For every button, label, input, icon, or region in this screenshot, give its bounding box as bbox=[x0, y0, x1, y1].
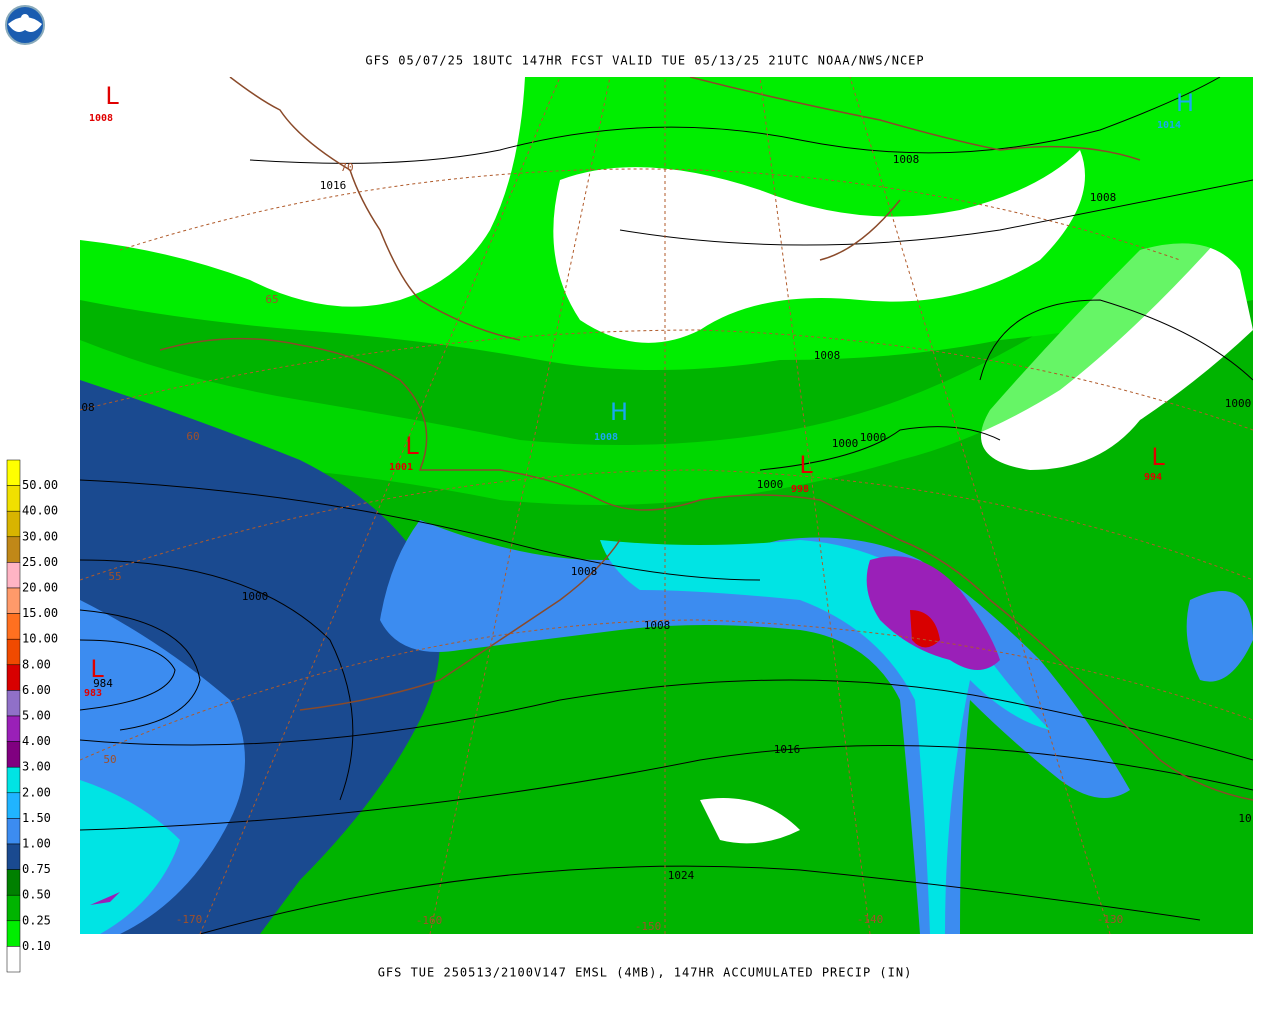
isobar-label: 1008 bbox=[893, 153, 920, 166]
isobar-label: 1008 bbox=[1090, 191, 1117, 204]
legend-label: 50.00 bbox=[22, 478, 58, 492]
graticule-label: -170 bbox=[176, 913, 203, 926]
legend-label: 25.00 bbox=[22, 555, 58, 569]
pressure-symbol: H bbox=[610, 398, 628, 426]
legend-swatch bbox=[6, 715, 21, 742]
legend-label: 8.00 bbox=[22, 657, 51, 671]
legend-swatch bbox=[6, 613, 21, 640]
legend-label: 1.00 bbox=[22, 837, 51, 851]
legend: 50.00 40.00 30.00 25.00 20.00 15.00 10.00 8.00 6… bbox=[6, 459, 58, 973]
legend-swatch bbox=[6, 510, 21, 538]
pressure-symbol: L bbox=[1151, 443, 1165, 471]
isobar-label: 1016 bbox=[774, 743, 801, 756]
graticule-label: 50 bbox=[103, 753, 116, 766]
legend-label: 1.50 bbox=[22, 811, 51, 825]
isobar-label: 1008 bbox=[814, 349, 841, 362]
legend-swatch bbox=[6, 562, 21, 589]
legend-swatch bbox=[6, 818, 21, 845]
legend-label: 2.00 bbox=[22, 785, 51, 799]
graticule-label: -160 bbox=[416, 914, 443, 927]
noaa-logo bbox=[5, 5, 45, 45]
isobar-label: 1008 bbox=[644, 619, 671, 632]
pressure-value: 1008 bbox=[594, 432, 618, 443]
legend-swatch bbox=[6, 485, 21, 512]
legend-swatch bbox=[6, 459, 21, 486]
precip-map bbox=[80, 77, 1253, 934]
legend-swatch bbox=[6, 792, 21, 819]
legend-swatch bbox=[6, 741, 21, 768]
legend-swatch bbox=[6, 664, 21, 691]
isobar-label: 08 bbox=[81, 401, 94, 414]
isobar-label: 1016 bbox=[320, 179, 347, 192]
isobar-label: 1000 bbox=[242, 590, 269, 603]
legend-label: 6.00 bbox=[22, 683, 51, 697]
legend-label: 0.50 bbox=[22, 888, 51, 902]
map-labels: L1008L1001H1008L998L994L983H101410161008… bbox=[81, 82, 1251, 933]
legend-label: 20.00 bbox=[22, 581, 58, 595]
legend-swatch bbox=[6, 843, 21, 870]
pressure-value: 998 bbox=[791, 484, 809, 495]
legend-swatch bbox=[6, 638, 21, 666]
pressure-symbol: L bbox=[799, 451, 813, 479]
isobar-label: 1000 bbox=[860, 431, 887, 444]
legend-label: 40.00 bbox=[22, 504, 58, 518]
legend-swatch bbox=[6, 587, 21, 614]
footer-caption: GFS TUE 250513/2100V147 EMSL (4MB), 147H… bbox=[378, 966, 913, 980]
legend-label: 4.00 bbox=[22, 734, 51, 748]
legend-label: 0.25 bbox=[22, 913, 51, 927]
graticule-label: 70 bbox=[340, 161, 353, 174]
isobar-label: 1000 bbox=[832, 437, 859, 450]
pressure-value: 983 bbox=[84, 688, 102, 699]
legend-swatch bbox=[6, 869, 21, 896]
legend-label: 5.00 bbox=[22, 709, 51, 723]
isobar-label: 1008 bbox=[571, 565, 598, 578]
graticule-label: -150 bbox=[635, 920, 662, 933]
legend-swatch bbox=[6, 690, 21, 717]
graticule-label: 55 bbox=[108, 570, 121, 583]
graticule-label: -140 bbox=[857, 913, 884, 926]
graticule-label: 60 bbox=[186, 430, 199, 443]
isobar-label: 1000 bbox=[1225, 397, 1252, 410]
legend-swatch bbox=[6, 946, 21, 973]
legend-label: 15.00 bbox=[22, 606, 58, 620]
graticule-label: 65 bbox=[265, 293, 278, 306]
isobar-label: 984 bbox=[93, 677, 113, 690]
legend-swatch bbox=[6, 920, 21, 947]
isobar-label: 1000 bbox=[757, 478, 784, 491]
isobar-label: 10 bbox=[1238, 812, 1251, 825]
pressure-symbol: L bbox=[405, 432, 419, 460]
legend-label: 10.00 bbox=[22, 632, 58, 646]
pressure-value: 1008 bbox=[89, 113, 113, 124]
legend-swatch bbox=[6, 894, 21, 922]
title: GFS 05/07/25 18UTC 147HR FCST VALID TUE … bbox=[365, 54, 924, 68]
pressure-value: 1014 bbox=[1157, 120, 1181, 131]
isobar-label: 1024 bbox=[668, 869, 695, 882]
legend-swatch bbox=[6, 536, 21, 563]
legend-label: 0.75 bbox=[22, 862, 51, 876]
pressure-symbol: L bbox=[105, 82, 119, 110]
legend-swatch bbox=[6, 766, 21, 794]
legend-label: 30.00 bbox=[22, 529, 58, 543]
legend-label: 3.00 bbox=[22, 760, 51, 774]
pressure-symbol: L bbox=[90, 655, 104, 683]
legend-label: 0.10 bbox=[22, 939, 51, 953]
pressure-value: 1001 bbox=[389, 462, 413, 473]
pressure-symbol: H bbox=[1176, 89, 1194, 117]
pressure-value: 994 bbox=[1144, 472, 1162, 483]
graticule-label: -130 bbox=[1097, 913, 1124, 926]
